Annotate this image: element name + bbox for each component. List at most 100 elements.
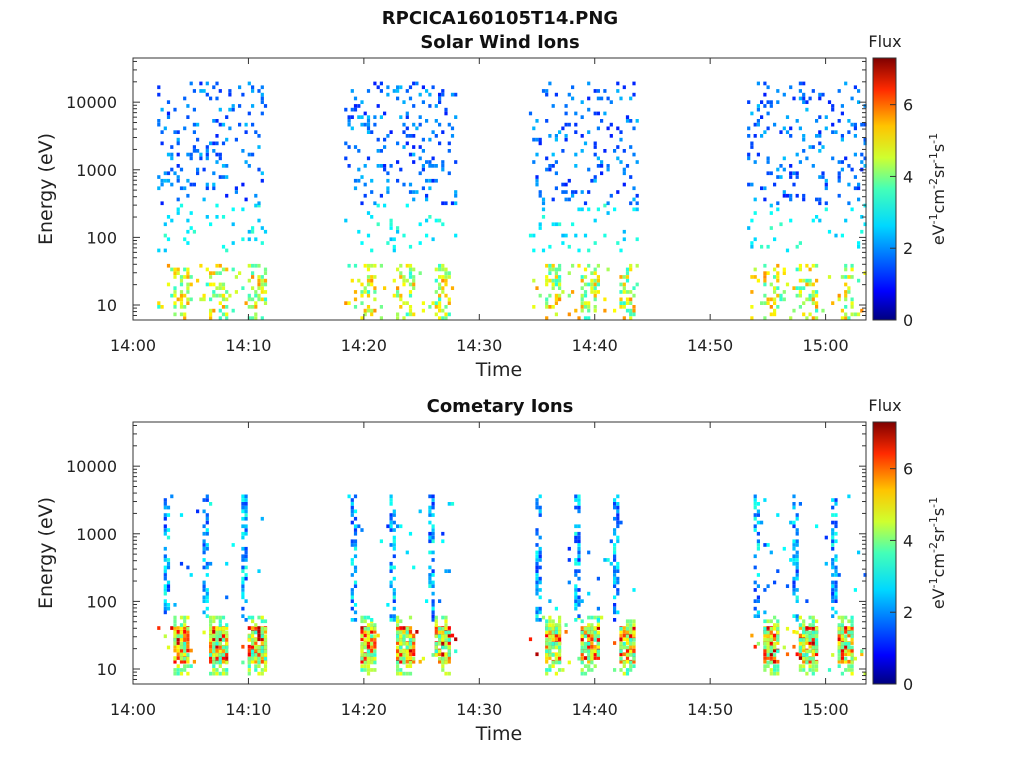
spectrogram-cell [247,668,251,672]
spectrogram-cell [360,316,364,320]
spectrogram-cell [811,623,815,627]
spectrogram-cell [847,201,851,206]
spectrogram-cell [558,633,562,638]
spectrogram-cell [431,569,435,573]
spectrogram-cell [386,241,390,245]
spectrogram-cell [360,619,364,624]
spectrogram-cell [580,619,584,624]
spectrogram-cell [225,623,229,627]
spectrogram-cell [225,595,229,600]
spectrogram-cell [244,550,248,555]
spectrogram-cell [545,649,549,654]
spectrogram-cell [383,137,387,142]
spectrogram-cell [857,89,861,93]
spectrogram-cell [802,81,806,86]
spectrogram-cell [353,494,358,499]
spectrogram-cell [202,550,206,555]
spectrogram-cell [263,278,268,283]
spectrogram-cell [622,305,626,309]
spectrogram-cell [545,275,549,279]
spectrogram-cell [176,267,180,272]
spectrogram-cell [811,218,815,223]
spectrogram-cell [769,619,773,624]
spectrogram-cell [186,644,190,649]
spectrogram-cell [558,130,562,134]
spectrogram-cell [596,618,600,622]
spectrogram-cell [218,641,222,646]
spectrogram-cell [366,638,371,642]
panel-title-cometary: Cometary Ions [427,396,574,417]
spectrogram-cell [447,633,451,638]
spectrogram-cell [173,615,177,620]
spectrogram-cell [603,111,607,116]
spectrogram-cell [360,100,364,104]
spectrogram-cell [447,122,451,127]
spectrogram-cell [225,297,229,302]
spectrogram-cell [574,603,578,607]
spectrogram-cell [587,190,591,194]
spectrogram-cell [215,615,219,620]
spectrogram-cell [558,626,562,631]
spectrogram-cell [850,634,854,639]
spectrogram-cell [779,297,783,302]
spectrogram-cell [538,505,542,510]
y-axis-label: Energy (eV) [35,497,57,609]
spectrogram-cell [212,615,216,620]
spectrogram-cell [225,193,229,198]
spectrogram-cell [535,614,539,618]
spectrogram-cell [616,539,620,544]
spectrogram-cell [863,141,867,146]
spectrogram-cell [225,660,229,665]
spectrogram-cell [834,233,838,238]
spectrogram-cell [535,610,539,615]
spectrogram-cell [853,186,857,191]
spectrogram-cell [583,275,588,279]
spectrogram-cell [811,164,815,168]
spectrogram-cell [260,656,264,660]
spectrogram-cell [625,626,630,631]
spectrogram-cell [561,290,565,294]
spectrogram-cell [821,171,825,176]
spectrogram-cell [202,546,206,551]
spectrogram-cell [811,290,815,294]
spectrogram-cell [383,145,387,149]
spectrogram-cell [402,316,406,320]
spectrogram-cell [554,271,558,275]
spectrogram-cell [795,569,799,573]
spectrogram-cell [574,558,578,562]
spectrogram-cell [218,660,222,665]
spectrogram-cell [399,115,403,119]
spectrogram-cell [370,648,374,653]
spectrogram-cell [350,509,354,514]
spectrogram-cell [163,591,167,596]
spectrogram-cell [625,668,630,672]
spectrogram-cell [574,505,578,510]
spectrogram-cell [850,641,854,645]
spectrogram-cell [632,619,636,624]
spectrogram-cell [176,664,180,668]
spectrogram-cell [186,301,190,305]
spectrogram-cell [215,641,219,646]
spectrogram-cell [567,92,571,97]
spectrogram-cell [221,671,226,676]
spectrogram-cell [789,134,793,138]
spectrogram-cell [535,502,539,506]
spectrogram-cell [160,107,164,112]
spectrogram-cell [773,297,777,302]
spectrogram-cell [558,649,562,654]
spectrogram-cell [574,233,578,238]
spectrogram-cell [831,653,835,657]
spectrogram-cell [824,561,828,566]
spectrogram-cell [769,652,773,657]
spectrogram-cell [428,215,432,219]
spectrogram-cell [170,145,174,149]
spectrogram-cell [425,218,429,223]
spectrogram-cell [831,614,835,618]
spectrogram-cell [251,122,255,127]
spectrogram-cell [218,175,222,179]
spectrogram-cell [386,171,390,176]
spectrogram-cell [625,297,630,302]
spectrogram-cell [587,653,591,657]
spectrogram-cell [221,648,226,653]
spectrogram-cell [577,316,581,320]
